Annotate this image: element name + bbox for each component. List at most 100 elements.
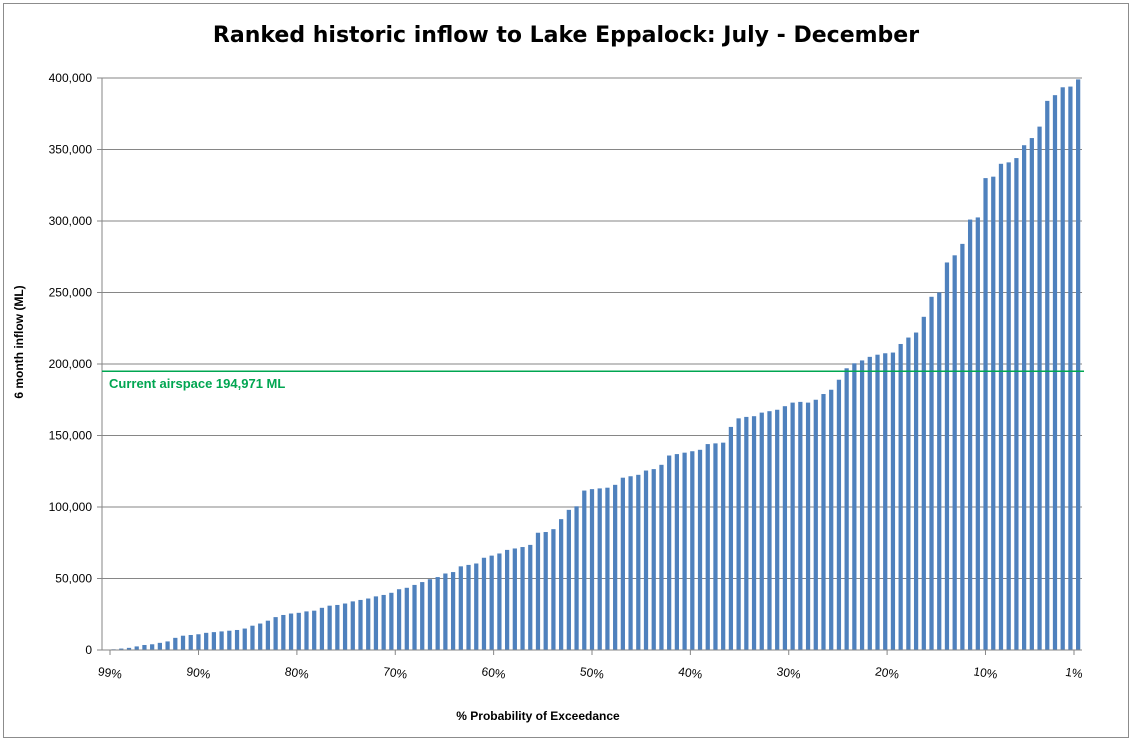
bar xyxy=(165,641,170,650)
y-axis-ticks: 0 50,000 100,000 150,000 200,000 250,000 300,0… xyxy=(49,71,102,657)
bar xyxy=(721,442,726,650)
bar xyxy=(281,614,286,650)
bar xyxy=(751,416,757,650)
chart-title: Ranked historic inflow to Lake Eppalock:… xyxy=(213,23,919,48)
bar xyxy=(420,582,425,650)
y-tick-label: 200,000 xyxy=(49,357,93,371)
bar xyxy=(119,648,124,650)
bar xyxy=(258,623,263,650)
bar xyxy=(1006,162,1011,650)
bar xyxy=(597,488,602,650)
bar xyxy=(204,632,209,650)
bar xyxy=(983,178,988,650)
bar xyxy=(134,646,139,650)
x-tick-label: 99% xyxy=(97,664,123,681)
bar xyxy=(821,394,826,650)
bar xyxy=(759,412,764,650)
x-axis-ticks: 99% 90% 80% 70% 60% 50% 40% 30% 20% 10% 1% xyxy=(97,650,1084,682)
bar xyxy=(975,217,980,650)
bar xyxy=(196,634,201,650)
bar xyxy=(242,628,247,650)
bar xyxy=(265,620,271,650)
bar xyxy=(150,644,155,650)
gridlines xyxy=(102,77,1082,579)
bar xyxy=(350,601,355,650)
bar xyxy=(443,573,448,650)
bar xyxy=(613,484,618,650)
bar xyxy=(435,577,440,650)
bar xyxy=(667,455,672,650)
x-tick-label: 70% xyxy=(382,664,408,681)
x-tick-label: 90% xyxy=(186,664,212,681)
bar xyxy=(744,416,749,650)
bars xyxy=(111,79,1081,651)
bar xyxy=(1068,86,1073,650)
bar xyxy=(659,464,664,650)
bar xyxy=(782,406,788,650)
bar xyxy=(427,579,433,650)
bar xyxy=(234,629,240,650)
x-tick-label: 60% xyxy=(481,664,507,681)
x-tick-label: 50% xyxy=(579,664,605,681)
x-tick-label: 40% xyxy=(677,664,703,681)
bar xyxy=(296,612,301,650)
bar xyxy=(651,469,656,650)
bar xyxy=(535,532,541,650)
bar xyxy=(188,634,193,650)
chart-svg: Ranked historic inflow to Lake Eppalock:… xyxy=(12,23,1084,723)
bar xyxy=(1060,87,1065,651)
bar xyxy=(551,529,556,650)
bar xyxy=(358,599,363,650)
bar xyxy=(173,637,178,650)
bar xyxy=(890,352,896,650)
bar xyxy=(775,409,780,650)
bar xyxy=(713,443,718,650)
bar xyxy=(643,470,649,650)
bar xyxy=(705,444,710,650)
chart-frame: Ranked historic inflow to Lake Eppalock:… xyxy=(3,3,1129,738)
bar xyxy=(227,630,232,650)
y-tick-label: 350,000 xyxy=(49,143,93,157)
bar xyxy=(412,584,417,650)
bar xyxy=(690,451,695,650)
bar xyxy=(342,603,348,650)
bar xyxy=(967,219,973,650)
bar xyxy=(898,343,903,650)
bar xyxy=(520,547,525,650)
bar xyxy=(1037,126,1042,651)
bar xyxy=(582,490,587,650)
bar xyxy=(728,426,734,650)
bar xyxy=(798,401,803,650)
bar xyxy=(697,449,703,650)
bar xyxy=(250,625,255,650)
bar xyxy=(373,596,379,651)
bar xyxy=(366,598,371,650)
bar xyxy=(620,477,625,650)
bar xyxy=(1014,158,1019,650)
bar xyxy=(628,476,633,650)
bar xyxy=(937,292,942,650)
bar xyxy=(929,296,934,650)
bar xyxy=(304,611,309,650)
bar xyxy=(998,163,1004,651)
bar xyxy=(327,605,332,650)
x-axis-label: % Probability of Exceedance xyxy=(456,709,620,723)
y-tick-label: 250,000 xyxy=(49,286,93,300)
bar xyxy=(288,613,294,650)
bar xyxy=(1045,100,1050,650)
bar xyxy=(312,610,317,650)
bar xyxy=(543,532,548,650)
bar xyxy=(126,647,132,650)
bar xyxy=(636,474,641,650)
bar xyxy=(913,332,919,650)
bar xyxy=(404,587,409,650)
bar xyxy=(1029,138,1034,650)
bar xyxy=(481,557,487,650)
bar xyxy=(458,566,463,650)
bar xyxy=(381,594,386,650)
bar xyxy=(1022,145,1027,650)
bar xyxy=(991,176,996,651)
y-tick-label: 100,000 xyxy=(49,500,93,514)
x-tick-label: 1% xyxy=(1064,665,1083,681)
bar xyxy=(736,418,741,650)
